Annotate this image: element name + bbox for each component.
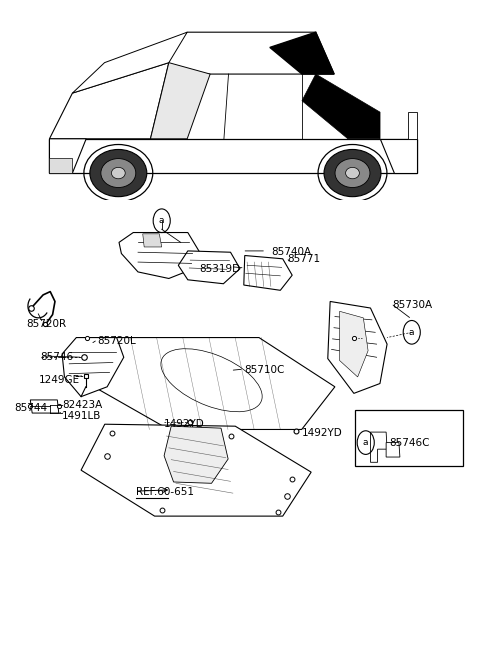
Text: 85730A: 85730A [392,300,432,310]
Text: 85319D: 85319D [200,264,241,274]
Polygon shape [244,256,292,291]
Polygon shape [88,338,335,430]
Text: 85746C: 85746C [389,438,430,448]
Text: a: a [409,328,415,337]
Text: 85746: 85746 [41,352,74,362]
Polygon shape [143,234,162,247]
Polygon shape [30,400,59,413]
Text: 85771: 85771 [288,254,321,263]
Text: 1492YD: 1492YD [164,419,205,429]
Text: 85740A: 85740A [271,247,311,258]
Text: 85710C: 85710C [245,365,285,375]
Polygon shape [371,432,387,462]
Polygon shape [340,311,368,377]
Text: a: a [363,438,369,447]
Polygon shape [328,301,387,393]
Text: REF.60-651: REF.60-651 [136,487,193,496]
Text: 85720L: 85720L [97,336,136,346]
Text: 82423A: 82423A [62,400,102,410]
Polygon shape [386,443,400,457]
FancyBboxPatch shape [355,410,463,465]
Text: 1491LB: 1491LB [62,411,101,421]
Text: 85720R: 85720R [26,320,67,330]
Polygon shape [62,338,124,397]
Polygon shape [164,426,228,483]
Text: 85744: 85744 [14,403,48,414]
Text: a: a [159,216,165,225]
Text: 1249GE: 1249GE [38,375,80,385]
Polygon shape [119,232,200,279]
Polygon shape [81,424,311,516]
Text: 1492YD: 1492YD [301,428,342,438]
Polygon shape [179,251,240,284]
